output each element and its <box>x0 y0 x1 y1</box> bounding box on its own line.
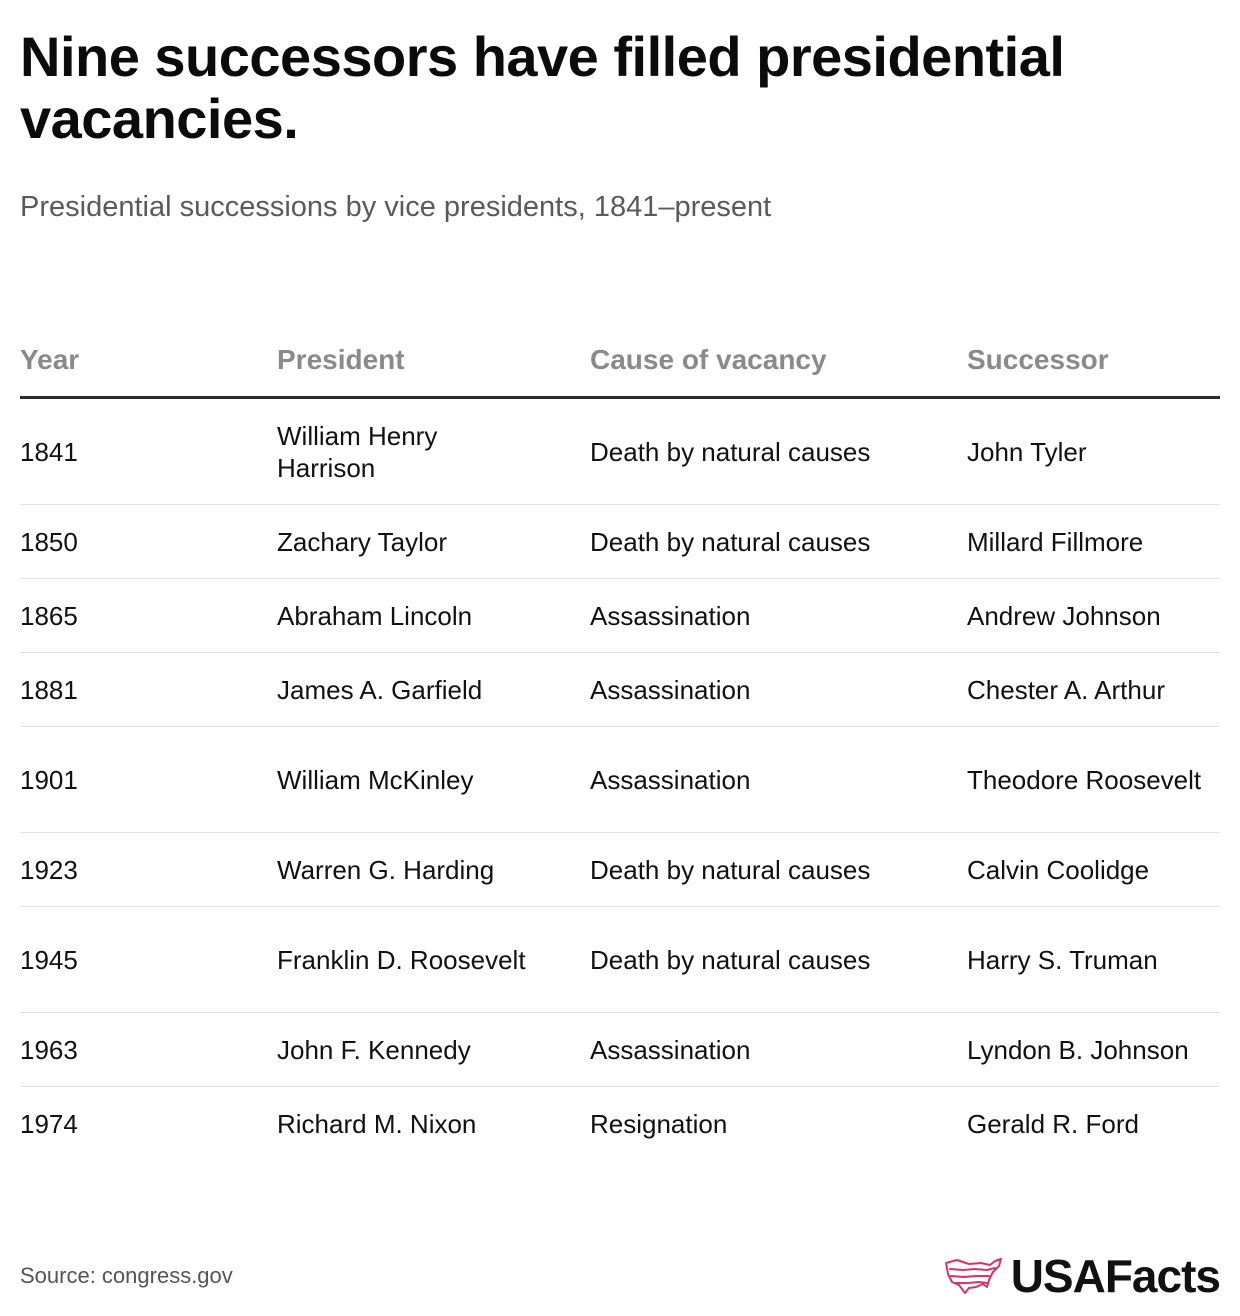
successor-cell: Calvin Coolidge <box>967 854 1150 885</box>
column-header-cause: Cause of vacancy <box>590 344 827 375</box>
successor-cell: John Tyler <box>967 436 1087 467</box>
column-header-successor: Successor <box>967 344 1109 375</box>
successor-cell: Gerald R. Ford <box>967 1108 1139 1139</box>
source-note: Source: congress.gov <box>20 1263 233 1288</box>
successor-cell: Lyndon B. Johnson <box>967 1034 1189 1065</box>
year-cell: 1963 <box>20 1034 78 1065</box>
president-cell: John F. Kennedy <box>277 1034 471 1065</box>
table-row: 1945 Franklin D. Roosevelt Death by natu… <box>20 907 1220 1013</box>
year-cell: 1923 <box>20 854 78 885</box>
cause-cell: Assassination <box>590 674 751 705</box>
cause-cell: Assassination <box>590 600 751 631</box>
table-row: 1881 James A. Garfield Assassination Che… <box>20 653 1220 727</box>
successions-table: Year President Cause of vacancy Successo… <box>20 330 1220 1160</box>
year-cell: 1881 <box>20 674 78 705</box>
cause-cell: Assassination <box>590 1034 751 1065</box>
chart-title: Nine successors have filled presidential… <box>20 25 1065 150</box>
chart-subtitle: Presidential successions by vice preside… <box>20 191 772 223</box>
year-cell: 1865 <box>20 600 78 631</box>
president-cell: Franklin D. Roosevelt <box>277 944 526 975</box>
cause-cell: Death by natural causes <box>590 526 871 557</box>
table-row: 1974 Richard M. Nixon Resignation Gerald… <box>20 1087 1220 1160</box>
president-cell: Warren G. Harding <box>277 854 495 885</box>
president-cell: Richard M. Nixon <box>277 1108 477 1139</box>
year-cell: 1850 <box>20 526 78 557</box>
year-cell: 1974 <box>20 1108 78 1139</box>
successor-cell: Millard Fillmore <box>967 526 1144 557</box>
year-cell: 1841 <box>20 436 78 467</box>
successor-cell: Chester A. Arthur <box>967 674 1165 705</box>
president-cell: Abraham Lincoln <box>277 600 473 631</box>
president-cell: William Henry Harrison <box>277 420 438 483</box>
table-row: 1901 William McKinley Assassination Theo… <box>20 727 1220 833</box>
brand-name: USAFacts <box>1010 1250 1221 1302</box>
table-row: 1963 John F. Kennedy Assassination Lyndo… <box>20 1013 1220 1087</box>
table-header: Year President Cause of vacancy Successo… <box>20 330 1220 399</box>
year-cell: 1945 <box>20 944 78 975</box>
cause-cell: Resignation <box>590 1108 728 1139</box>
cause-cell: Assassination <box>590 764 751 795</box>
successor-cell: Theodore Roosevelt <box>967 764 1202 795</box>
column-header-president: President <box>277 344 405 375</box>
table-row: 1923 Warren G. Harding Death by natural … <box>20 833 1220 907</box>
usafacts-logo: USAFacts <box>943 1250 1221 1302</box>
table-row: 1865 Abraham Lincoln Assassination Andre… <box>20 579 1220 653</box>
cause-cell: Death by natural causes <box>590 436 871 467</box>
year-cell: 1901 <box>20 764 78 795</box>
president-cell: William McKinley <box>277 764 474 795</box>
us-map-outline-icon <box>943 1254 1005 1299</box>
cause-cell: Death by natural causes <box>590 944 871 975</box>
president-cell: James A. Garfield <box>277 674 483 705</box>
column-header-year: Year <box>20 344 80 375</box>
successor-cell: Harry S. Truman <box>967 944 1158 975</box>
table-row: 1850 Zachary Taylor Death by natural cau… <box>20 505 1220 579</box>
president-cell: Zachary Taylor <box>277 526 448 557</box>
table-row: 1841 William Henry Harrison Death by nat… <box>20 399 1220 505</box>
successor-cell: Andrew Johnson <box>967 600 1161 631</box>
cause-cell: Death by natural causes <box>590 854 871 885</box>
